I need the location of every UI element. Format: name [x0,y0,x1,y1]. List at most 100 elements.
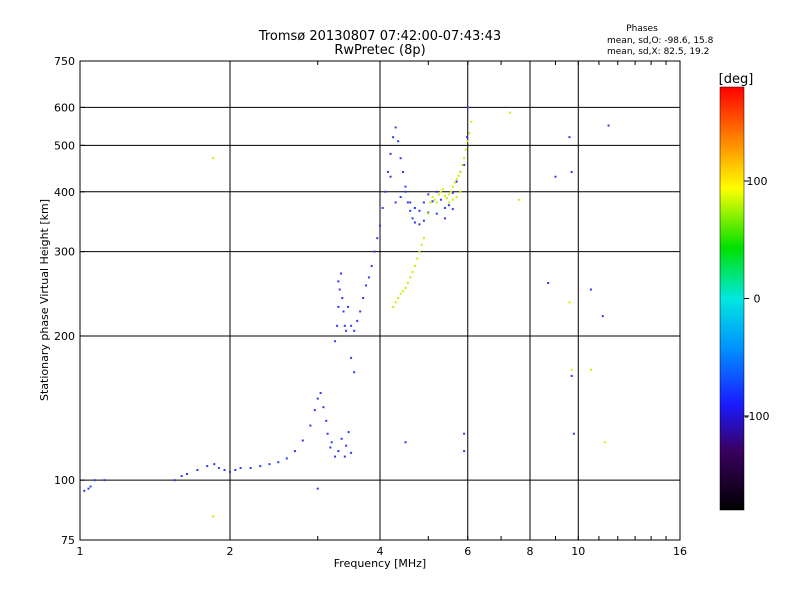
point-x-mode [443,194,446,197]
point-o-mode [451,208,454,211]
point-o-mode [326,432,329,435]
y-tick-label: 300 [54,246,75,259]
axis-ticks: 1 2 4 6 8 10 16 75 100 200 300 400 500 600 750 [54,55,687,558]
point-o-mode [601,315,604,318]
point-o-mode [406,201,409,204]
point-x-mode [431,196,434,199]
point-o-mode [373,250,376,253]
point-x-mode [468,132,471,135]
point-o-mode [443,217,446,220]
point-o-mode [572,432,575,435]
point-o-mode [346,305,349,308]
point-o-mode [392,136,395,139]
point-o-mode [399,196,402,199]
point-o-mode [316,487,319,490]
point-o-mode [337,305,340,308]
point-o-mode [443,206,446,209]
point-x-mode [570,368,573,371]
point-o-mode [341,297,344,300]
stats-title: Phases [626,24,658,34]
point-o-mode [89,485,92,488]
point-x-mode [457,174,460,177]
point-x-mode [212,157,215,160]
point-o-mode [554,175,557,178]
colorbar-gradient [719,86,745,511]
point-x-mode [416,257,419,260]
point-o-mode [239,467,242,470]
point-o-mode [350,356,353,359]
point-o-mode [381,206,384,209]
point-o-mode [397,140,400,143]
x-tick-label: 16 [673,545,687,558]
point-o-mode [345,444,348,447]
point-o-mode [343,324,346,327]
point-x-mode [397,297,400,300]
point-x-mode [422,237,425,240]
point-o-mode [359,310,362,313]
point-x-mode [402,290,405,293]
point-x-mode [392,305,395,308]
point-o-mode [404,185,407,188]
point-o-mode [376,237,379,240]
point-x-mode [411,270,414,273]
point-o-mode [339,272,342,275]
x-tick-label: 1 [77,545,84,558]
point-o-mode [418,209,421,212]
point-o-mode [427,211,430,214]
point-o-mode [431,200,434,203]
point-x-mode [437,193,440,196]
point-o-mode [389,152,392,155]
point-x-mode [461,163,464,166]
stats-line-x: mean, sd,X: 82.5, 19.2 [607,47,709,57]
point-o-mode [411,217,414,220]
point-o-mode [427,193,430,196]
x-tick-label: 10 [571,545,585,558]
gridlines [80,61,680,540]
point-o-mode [173,479,176,482]
point-o-mode [350,451,353,454]
point-o-mode [394,126,397,129]
point-x-mode [466,140,469,143]
y-tick-label: 400 [54,186,75,199]
point-o-mode [285,457,288,460]
point-o-mode [334,340,337,343]
point-x-mode [451,185,454,188]
point-o-mode [404,190,407,193]
y-tick-label: 75 [61,534,75,547]
point-o-mode [463,432,466,435]
stats-line-o: mean, sd,O: -98.6, 15.8 [607,36,714,46]
point-x-mode [409,276,412,279]
point-o-mode [213,463,216,466]
point-x-mode [459,170,462,173]
point-o-mode [338,288,341,291]
colorbar-tick-label: -100 [745,410,770,423]
point-x-mode [406,281,409,284]
point-o-mode [439,198,442,201]
point-o-mode [353,371,356,374]
point-o-mode [413,206,416,209]
point-x-mode [212,515,215,518]
point-o-mode [293,450,296,453]
point-o-mode [547,281,550,284]
x-tick-label: 6 [464,545,471,558]
point-x-mode [459,190,462,193]
point-o-mode [409,209,412,212]
y-axis-label: Stationary phase Virtual Height [km] [38,199,51,401]
point-o-mode [342,310,345,313]
point-x-mode [589,368,592,371]
point-o-mode [409,201,412,204]
point-o-mode [384,190,387,193]
point-o-mode [451,191,454,194]
point-o-mode [343,455,346,458]
point-o-mode [365,284,368,287]
point-x-mode [447,193,450,196]
point-x-mode [447,201,450,204]
y-tick-label: 500 [54,139,75,152]
point-x-mode [463,157,466,160]
point-o-mode [330,441,333,444]
point-o-mode [413,221,416,224]
point-o-mode [570,374,573,377]
point-o-mode [334,455,337,458]
point-o-mode [223,469,226,472]
